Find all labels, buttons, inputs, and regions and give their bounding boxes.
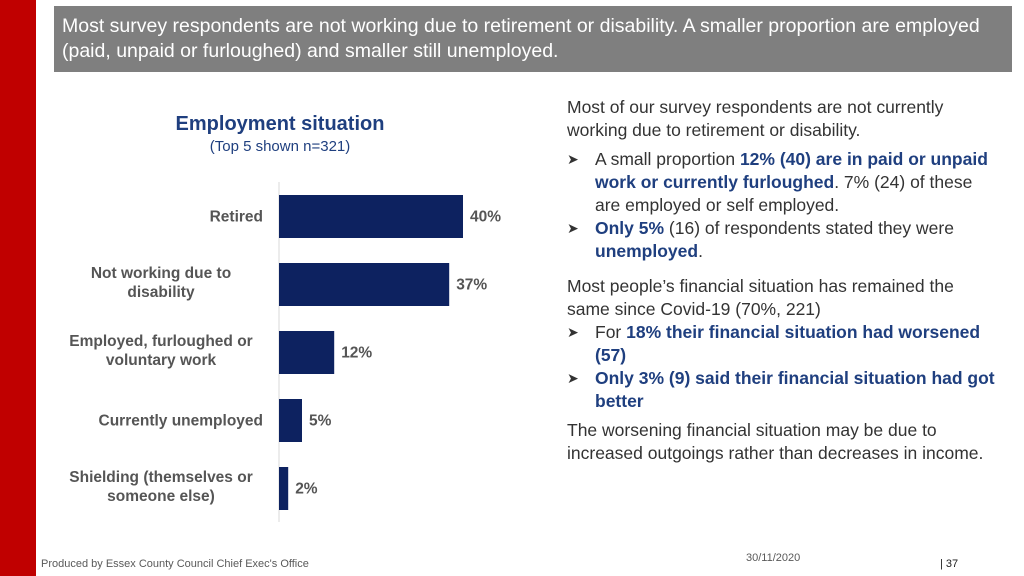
bar-2 bbox=[279, 263, 450, 306]
bar-4 bbox=[279, 399, 302, 442]
summary-bullet-4: ➤ Only 3% (9) said their financial situa… bbox=[567, 368, 995, 411]
bar-3 bbox=[279, 331, 335, 374]
footer-credit: Produced by Essex County Council Chief E… bbox=[41, 558, 309, 570]
chart-title: Employment situation bbox=[175, 113, 385, 135]
summary-text: Most of our survey respondents are not c… bbox=[567, 96, 997, 465]
footer-date: 30/11/2020 bbox=[746, 552, 801, 564]
category-label-5: Shielding (themselves or someone else) bbox=[69, 469, 252, 505]
summary-paragraph-2: Most people’s financial situation has re… bbox=[567, 276, 954, 319]
value-label-5: 2% bbox=[295, 481, 318, 498]
value-label-1: 40% bbox=[470, 209, 501, 226]
value-label-3: 12% bbox=[341, 345, 372, 362]
category-label-3: Employed, furloughed or voluntary work bbox=[69, 333, 252, 369]
category-label-1: Retired bbox=[210, 209, 263, 226]
summary-bullet-3: ➤ For 18% their financial situation had … bbox=[567, 322, 981, 365]
summary-paragraph-3: The worsening financial situation may be… bbox=[567, 420, 984, 463]
header-banner: Most survey respondents are not working … bbox=[54, 6, 1012, 72]
value-label-2: 37% bbox=[456, 277, 487, 294]
page-number: | 37 bbox=[940, 558, 959, 570]
arrow-bullet-icon: ➤ bbox=[567, 220, 579, 236]
summary-bullet-1: ➤ A small proportion 12% (40) are in pai… bbox=[567, 149, 988, 215]
summary-paragraph-1: Most of our survey respondents are not c… bbox=[567, 97, 944, 140]
category-label-2: Not working due to disability bbox=[91, 265, 231, 301]
left-accent-bar bbox=[0, 0, 36, 576]
arrow-bullet-icon: ➤ bbox=[567, 370, 579, 386]
bar-5 bbox=[279, 467, 289, 510]
summary-bullet-2: ➤ Only 5% (16) of respondents stated the… bbox=[567, 218, 954, 261]
chart-subtitle: (Top 5 shown n=321) bbox=[209, 138, 351, 155]
value-label-4: 5% bbox=[309, 413, 332, 430]
employment-bar-chart: 40% Retired 37% Not working due to disabilit… bbox=[69, 182, 501, 522]
bar-1 bbox=[279, 195, 463, 238]
category-label-4: Currently unemployed bbox=[99, 413, 264, 430]
arrow-bullet-icon: ➤ bbox=[567, 324, 579, 340]
header-text: Most survey respondents are not working … bbox=[62, 15, 980, 62]
arrow-bullet-icon: ➤ bbox=[567, 151, 579, 167]
